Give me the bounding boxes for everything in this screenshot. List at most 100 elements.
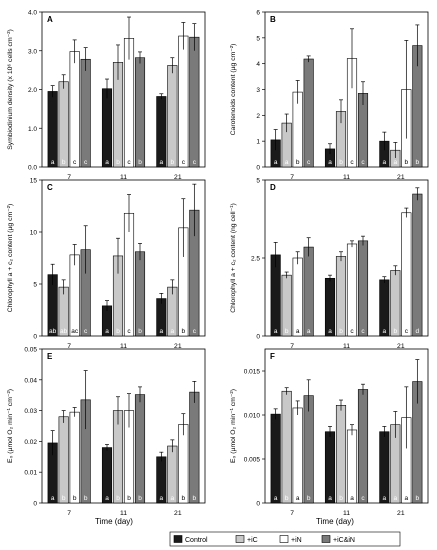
significance-letter: c <box>350 159 354 166</box>
y-tick-label: 0 <box>256 334 260 341</box>
significance-letter: a <box>307 328 311 335</box>
y-axis-label: Symbiodinium density (x 10⁶ cells cm⁻²) <box>7 29 14 149</box>
panel-letter: C <box>47 183 53 192</box>
bar <box>69 51 80 168</box>
significance-letter: b <box>285 495 289 502</box>
significance-letter: b <box>416 495 420 502</box>
significance-letter: a <box>328 159 332 166</box>
significance-letter: d <box>416 328 420 335</box>
significance-letter: b <box>127 495 131 502</box>
bar <box>134 251 146 337</box>
bar <box>178 424 189 504</box>
x-tick-label: 7 <box>290 510 294 517</box>
y-tick-label: 0.03 <box>24 408 37 415</box>
significance-letter: c <box>73 159 77 166</box>
bar <box>167 65 178 168</box>
x-tick-label: 21 <box>174 343 182 350</box>
panel-e: 0 0.01 0.02 0.03 0.04 0.05 E E₀ (µmol O₂ min⁻¹ … <box>7 347 206 517</box>
significance-letter: c <box>84 328 88 335</box>
significance-letter: b <box>339 328 343 335</box>
significance-letter: a <box>383 495 387 502</box>
bar <box>58 416 69 504</box>
panel-letter: E <box>47 352 53 361</box>
significance-letter: a <box>394 159 398 166</box>
significance-letter: b <box>116 328 120 335</box>
bar <box>292 257 303 337</box>
legend-swatch <box>279 535 289 543</box>
significance-letter: b <box>307 495 311 502</box>
significance-letter: c <box>127 328 131 335</box>
y-tick-label: 5 <box>256 178 260 185</box>
y-tick-label: 0.05 <box>24 347 37 354</box>
x-tick-label: 21 <box>174 174 182 181</box>
panel-letter: D <box>270 183 276 192</box>
panel-letter: A <box>47 15 53 24</box>
bar <box>178 35 189 168</box>
x-tick-label: 21 <box>397 174 405 181</box>
bar <box>303 395 314 504</box>
plot-frame <box>41 179 206 337</box>
significance-letter: b <box>138 328 142 335</box>
significance-letter: a <box>51 495 55 502</box>
significance-letter: c <box>361 159 365 166</box>
significance-letter: a <box>383 159 387 166</box>
y-tick-label: 2 <box>256 113 260 120</box>
bar <box>80 58 91 168</box>
significance-letter: a <box>105 328 109 335</box>
significance-letter: a <box>274 328 278 335</box>
legend-label: Control <box>185 537 208 544</box>
significance-letter: b <box>84 495 88 502</box>
significance-letter: b <box>138 159 142 166</box>
bar <box>303 58 314 168</box>
y-tick-label: 15 <box>30 178 38 185</box>
y-tick-label: 0.02 <box>24 439 37 446</box>
legend-swatch <box>235 535 245 543</box>
bar <box>346 429 358 504</box>
significance-letter: c <box>307 159 311 166</box>
x-tick-label: 7 <box>67 510 71 517</box>
legend-label: +iN <box>291 537 302 544</box>
y-axis-label: Chlorophyll a + c₂ content (µg cm⁻²) <box>7 204 14 313</box>
significance-letter: b <box>339 159 343 166</box>
significance-letter: b <box>339 495 343 502</box>
significance-letter: a <box>171 495 175 502</box>
significance-letter: c <box>193 328 197 335</box>
legend-swatch <box>173 535 183 543</box>
y-axis-label: Chlorophyll a + c₂ content (ng cell⁻¹) <box>230 203 237 313</box>
bar <box>189 391 200 504</box>
significance-letter: a <box>160 328 164 335</box>
bar <box>324 431 336 504</box>
y-axis-label: Carotenoids content (µg cm⁻²) <box>230 44 237 136</box>
significance-letter: a <box>383 328 387 335</box>
bar <box>134 394 146 504</box>
y-axis-label: E₀ (µmol O₂ min⁻¹ cm⁻²) <box>7 389 14 463</box>
significance-letter: a <box>105 159 109 166</box>
plot-frame <box>264 348 429 504</box>
panel-c: 0 5 10 15 C Chlorophyll a + c₂ content (µg cm… <box>7 178 206 350</box>
x-tick-label: 7 <box>290 343 294 350</box>
significance-letter: a <box>296 328 300 335</box>
y-tick-label: 3.0 <box>28 48 37 55</box>
x-tick-label: 7 <box>67 343 71 350</box>
significance-letter: b <box>171 159 175 166</box>
y-tick-label: 0 <box>33 501 37 508</box>
y-tick-label: 0.01 <box>24 470 37 477</box>
significance-letter: a <box>51 159 55 166</box>
y-tick-label: 2.5 <box>251 256 260 263</box>
significance-letter: b <box>62 495 66 502</box>
bar <box>303 246 314 337</box>
significance-letter: b <box>405 159 409 166</box>
bar <box>281 274 292 337</box>
y-axis-label: E₀ (µmol O₂ min⁻¹ cm⁻²) <box>230 389 237 463</box>
bar <box>379 431 390 504</box>
x-tick-label: 11 <box>343 510 350 517</box>
y-tick-label: 1.0 <box>28 126 37 133</box>
significance-letter: a <box>171 328 175 335</box>
significance-letter: c <box>182 159 186 166</box>
y-tick-label: 10 <box>30 230 38 237</box>
x-tick-label: 21 <box>174 510 182 517</box>
significance-letter: a <box>296 495 300 502</box>
significance-letter: b <box>182 495 186 502</box>
significance-letter: b <box>138 495 142 502</box>
